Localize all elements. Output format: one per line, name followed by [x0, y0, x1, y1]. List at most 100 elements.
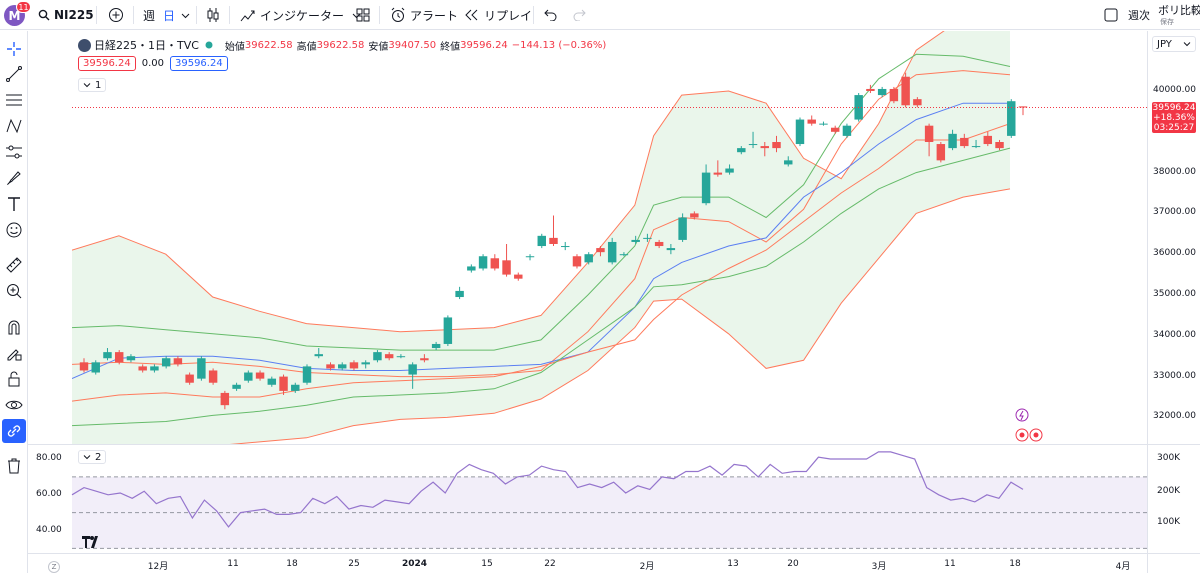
candle: [326, 362, 335, 371]
interval-dropdown[interactable]: [181, 0, 190, 30]
candle: [173, 356, 183, 367]
candle: [373, 350, 382, 363]
candle: [408, 362, 417, 389]
candle: [877, 86, 887, 98]
pane-1-collapse[interactable]: 1: [78, 78, 107, 92]
grid-icon: [356, 8, 370, 22]
interval-week-button[interactable]: 週: [143, 8, 156, 23]
interval-day-button[interactable]: 日: [163, 8, 176, 23]
candle: [748, 131, 758, 149]
indicators-button[interactable]: インジケーター: [240, 0, 361, 30]
volume-tick-label: 300K: [1157, 453, 1181, 463]
compare-label[interactable]: ボリ比較: [1158, 4, 1200, 17]
candle-body: [971, 146, 981, 148]
brush-tool[interactable]: [2, 166, 26, 190]
candle: [161, 356, 171, 369]
indicator-values: 39596.24 0.00 39596.24: [78, 56, 228, 71]
checkbox-icon: [1104, 8, 1118, 22]
flash-event-icon: [1015, 408, 1029, 422]
lock-tool[interactable]: [2, 367, 26, 391]
candle: [197, 356, 206, 381]
time-tick-label: 12月: [147, 562, 169, 572]
candle: [866, 84, 875, 94]
replay-label: リプレイ: [484, 8, 533, 23]
delete-tool[interactable]: [2, 454, 26, 478]
last-price-pct: +18.36%: [1153, 113, 1195, 123]
chart-type-button[interactable]: [205, 0, 221, 30]
candle-body: [361, 362, 370, 365]
compare-add-button[interactable]: [108, 0, 124, 30]
candle-body: [678, 217, 687, 240]
candle-body: [91, 362, 100, 373]
fib-tool[interactable]: [2, 88, 26, 112]
emoji-tool[interactable]: [2, 218, 26, 242]
time-tick-label: 2024: [402, 559, 428, 569]
candle: [924, 123, 934, 157]
zoom-reset-button[interactable]: Z: [48, 561, 60, 573]
candle: [420, 354, 429, 363]
currency-label: JPY: [1157, 38, 1172, 50]
candle-body: [232, 384, 241, 389]
zoom-tool[interactable]: [2, 279, 26, 303]
market-status-icon: [205, 41, 213, 49]
candle-body: [302, 366, 312, 383]
pattern-tool[interactable]: [2, 114, 26, 138]
change-value: −144.13 (−0.36%): [511, 39, 607, 51]
symbol-search[interactable]: NI225: [38, 0, 94, 30]
top-toolbar: M 11 NI225 週 日 インジケーター ア: [0, 0, 1200, 30]
open-value: 39622.58: [244, 39, 293, 51]
candle: [525, 254, 535, 261]
candle-body: [103, 352, 112, 359]
low-label: 安値: [368, 41, 389, 53]
candle-body: [514, 274, 523, 279]
currency-selector[interactable]: JPY: [1152, 36, 1196, 52]
candle-body: [314, 354, 323, 357]
layout-toggle[interactable]: [1104, 0, 1118, 30]
zoom-in-icon: [7, 284, 22, 299]
projection-tool[interactable]: [2, 140, 26, 164]
magnet-tool[interactable]: [2, 315, 26, 339]
pane-2-collapse[interactable]: 2: [78, 450, 107, 464]
time-tick-label: 11: [944, 559, 956, 569]
redo-button[interactable]: [572, 0, 586, 30]
time-tick-label: 13: [727, 559, 739, 569]
candle-body: [525, 256, 535, 258]
crosshair-tool[interactable]: [2, 37, 26, 61]
alert-button[interactable]: アラート: [390, 0, 458, 30]
candle-body: [643, 237, 652, 239]
candle: [701, 164, 711, 206]
search-icon: [38, 9, 50, 21]
candle-body: [549, 237, 558, 244]
replay-button[interactable]: リプレイ: [464, 0, 532, 30]
candle-body: [431, 343, 441, 349]
time-tick-label: 11: [227, 559, 239, 569]
candle-body: [631, 239, 640, 242]
lock-drawings-tool[interactable]: [2, 341, 26, 365]
candle: [561, 241, 570, 251]
candle: [361, 360, 370, 369]
candle-body: [784, 160, 793, 165]
compare-sub-label: 保存: [1160, 18, 1174, 26]
ruler-tool[interactable]: [2, 253, 26, 277]
candle: [830, 125, 840, 134]
text-tool[interactable]: [2, 192, 26, 216]
candle: [948, 129, 957, 151]
candle: [79, 358, 89, 373]
layouts-button[interactable]: [356, 0, 370, 30]
candle: [690, 211, 699, 220]
smiley-icon: [6, 222, 22, 238]
high-label: 高値: [296, 41, 317, 53]
candle: [267, 376, 277, 387]
chevron-down-icon: [83, 455, 91, 460]
candle-body: [654, 241, 664, 247]
event-markers[interactable]: [1012, 407, 1048, 443]
undo-button[interactable]: [544, 0, 558, 30]
link-tool[interactable]: [2, 419, 26, 443]
indicator-value-blue: 39596.24: [169, 56, 228, 71]
candle: [983, 131, 993, 147]
instrument-title[interactable]: 日経225・1日・TVC: [94, 39, 199, 52]
candle: [91, 360, 100, 375]
visibility-tool[interactable]: [2, 393, 26, 417]
trendline-tool[interactable]: [2, 62, 26, 86]
